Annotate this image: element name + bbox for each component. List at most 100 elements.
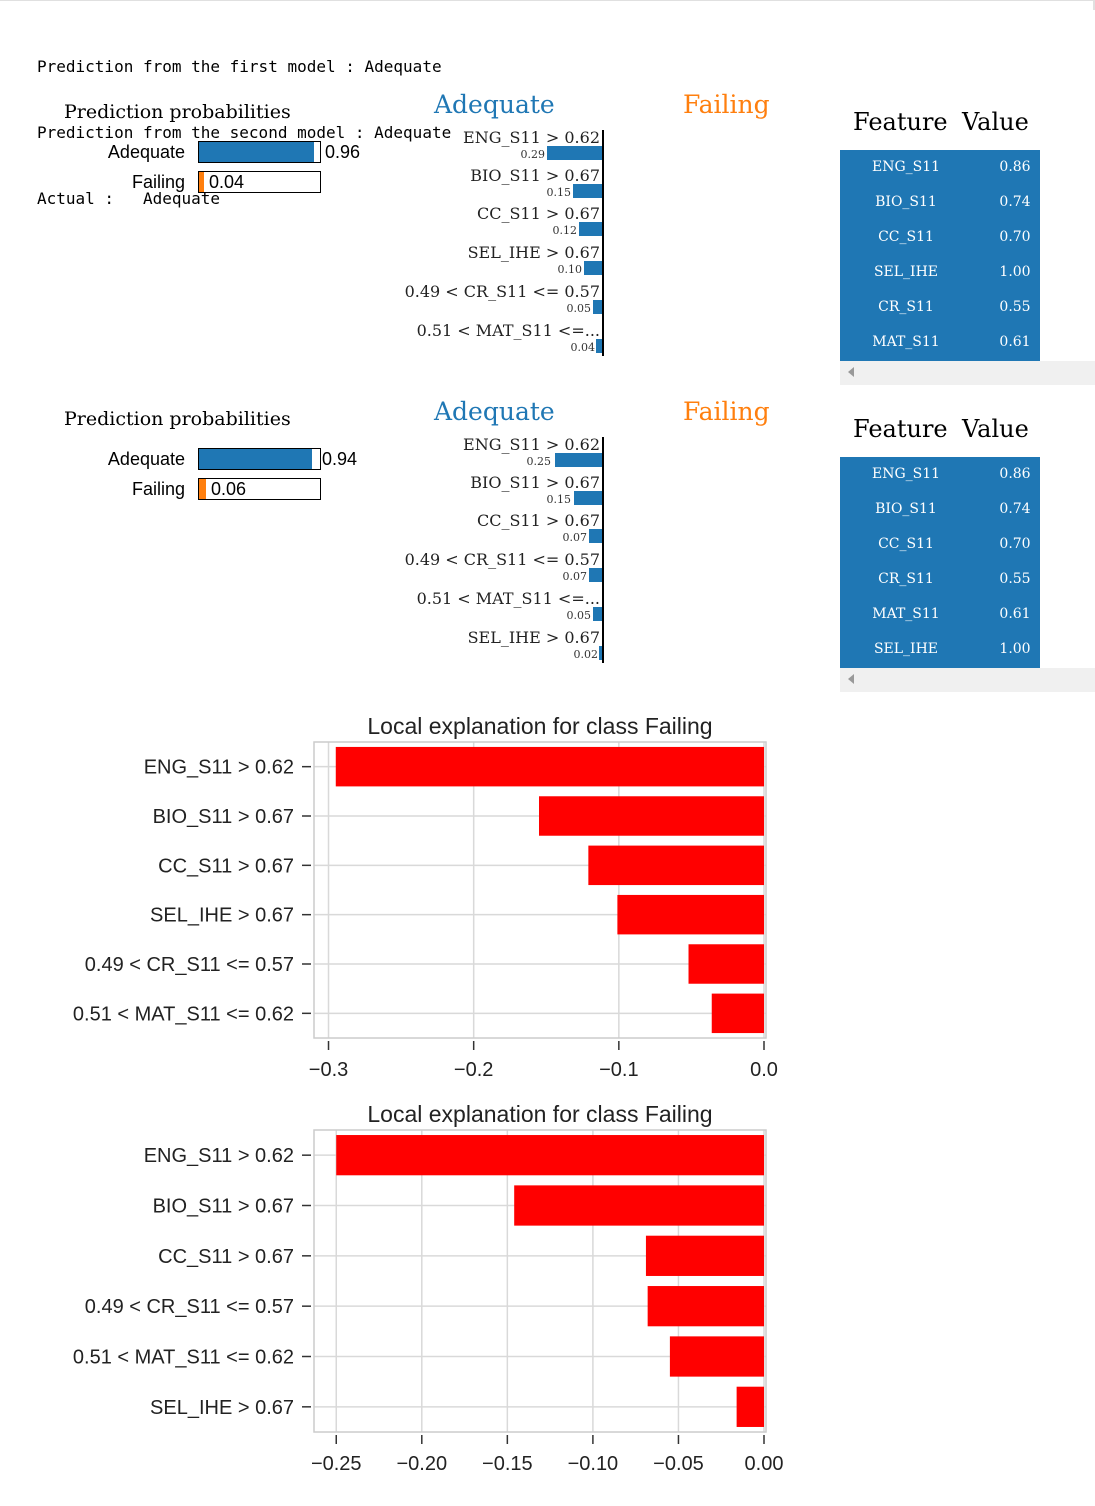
feature-bar — [555, 453, 602, 467]
table-cell-value: 0.70 — [999, 229, 1031, 245]
feature-label: SEL_IHE > 0.67 — [467, 628, 600, 647]
prob-title: Prediction probabilities — [64, 101, 291, 123]
table-cell-feature: ENG_S11 — [871, 159, 941, 175]
xtick-label: −0.15 — [482, 1453, 533, 1475]
prob-label: Adequate — [107, 449, 185, 469]
table-row: CR_S11 0.55 — [840, 290, 1040, 325]
feature-value: 0.25 — [526, 455, 552, 468]
ytick-label: BIO_S11 > 0.67 — [153, 1196, 294, 1218]
output-line: Actual : Adequate — [37, 189, 221, 208]
plot-frame — [313, 741, 767, 1039]
feature-label: 0.51 < MAT_S11 <=... — [416, 589, 600, 608]
bar — [711, 993, 764, 1034]
feature-value: 0.10 — [557, 263, 583, 276]
prob-fill — [199, 449, 312, 469]
prob-bar: 0.06 — [198, 478, 321, 500]
table-cell-feature: SEL_IHE — [873, 264, 939, 280]
feature-value: 0.07 — [562, 570, 588, 583]
table-cell-feature: MAT_S11 — [872, 606, 940, 622]
scroll-left-icon[interactable] — [848, 674, 854, 684]
feature-label: CC_S11 > 0.67 — [476, 204, 600, 223]
feature-label: 0.49 < CR_S11 <= 0.57 — [404, 550, 600, 569]
scroll-left-icon[interactable] — [848, 367, 854, 377]
bar — [647, 1286, 764, 1327]
xtick-label: −0.2 — [454, 1059, 493, 1081]
chart-title: Local explanation for class Failing — [367, 713, 712, 739]
table-header-feature: Feature — [853, 415, 948, 443]
bar — [514, 1185, 764, 1226]
table-row: BIO_S11 0.74 — [840, 185, 1040, 220]
table-header-value: Value — [962, 108, 1029, 136]
chart-title: Local explanation for class Failing — [367, 1104, 712, 1127]
table-cell-value: 0.86 — [999, 159, 1031, 175]
class-label-failing: Failing — [683, 90, 770, 119]
feature-label: SEL_IHE > 0.67 — [467, 243, 600, 262]
class-label-adequate: Adequate — [434, 90, 555, 119]
horizontal-scrollbar[interactable] — [840, 361, 1095, 385]
output-line: Prediction from the second model : Adequ… — [37, 123, 452, 142]
ytick-label: 0.51 < MAT_S11 <= 0.62 — [73, 1347, 294, 1369]
ytick-label: 0.49 < CR_S11 <= 0.57 — [85, 954, 294, 976]
horizontal-scrollbar[interactable] — [840, 668, 1095, 692]
ytick-label: SEL_IHE > 0.67 — [150, 905, 294, 927]
ytick-label: CC_S11 > 0.67 — [158, 855, 294, 877]
bar — [736, 1386, 764, 1427]
xtick-label: 0.0 — [750, 1059, 778, 1081]
bar — [539, 796, 764, 836]
feature-bar — [596, 339, 602, 353]
ytick-label: ENG_S11 > 0.62 — [144, 1145, 294, 1167]
plot-frame — [313, 1129, 767, 1433]
prob-label: Failing — [131, 479, 185, 499]
feature-value: 0.12 — [552, 224, 578, 237]
xtick-label: −0.20 — [396, 1453, 447, 1475]
prob-bar — [198, 448, 321, 470]
table-cell-feature: BIO_S11 — [875, 501, 937, 517]
lime-explanation-1: Prediction probabilities Adequate 0.96 F… — [0, 80, 1095, 385]
table-row: ENG_S11 0.86 — [840, 150, 1040, 185]
feature-value: 0.05 — [566, 609, 592, 622]
prob-value: 0.96 — [325, 142, 361, 162]
prob-label: Adequate — [107, 142, 185, 162]
local-explanation-chart-2: Local explanation for class Failing ENG_S… — [73, 1104, 784, 1475]
xtick-label: −0.05 — [653, 1453, 704, 1475]
feature-bar — [589, 568, 602, 582]
bar — [688, 944, 764, 984]
ytick-label: CC_S11 > 0.67 — [158, 1246, 294, 1268]
xtick-label: −0.3 — [309, 1059, 348, 1081]
feature-value-table: ENG_S11 0.86 BIO_S11 0.74 CC_S11 0.70 SEL_I… — [840, 150, 1040, 361]
prob-label: Failing — [131, 172, 185, 192]
bar — [645, 1235, 764, 1276]
prob-bar — [198, 141, 321, 163]
table-row: CR_S11 0.55 — [840, 562, 1040, 597]
feature-value: 0.15 — [546, 493, 572, 506]
table-cell-value: 1.00 — [999, 264, 1031, 280]
feature-label: CC_S11 > 0.67 — [476, 511, 600, 530]
table-row: SEL_IHE 1.00 — [840, 632, 1040, 667]
table-row: BIO_S11 0.74 — [840, 492, 1040, 527]
prob-value: 0.04 — [209, 172, 245, 192]
feature-label: 0.49 < CR_S11 <= 0.57 — [404, 282, 600, 301]
prob-title: Prediction probabilities — [64, 408, 291, 430]
xtick-label: −0.1 — [599, 1059, 638, 1081]
table-cell-value: 0.86 — [999, 466, 1031, 482]
output-line: Prediction from the first model : Adequa… — [37, 57, 442, 76]
feature-bar — [573, 184, 602, 198]
prob-value: 0.94 — [322, 449, 358, 469]
table-row: MAT_S11 0.61 — [840, 597, 1040, 632]
feature-value: 0.07 — [562, 531, 588, 544]
bar — [336, 1135, 764, 1176]
xtick-label: 0.00 — [745, 1453, 784, 1475]
prob-fill — [199, 142, 314, 162]
bar — [588, 845, 764, 886]
class-label-failing: Failing — [683, 397, 770, 426]
feature-value: 0.05 — [566, 302, 592, 315]
table-cell-feature: ENG_S11 — [871, 466, 941, 482]
table-row: CC_S11 0.70 — [840, 220, 1040, 255]
prob-fill — [199, 172, 204, 192]
bar — [669, 1336, 764, 1377]
feature-bar — [593, 607, 602, 621]
table-cell-value: 0.55 — [999, 571, 1031, 587]
bar — [335, 746, 764, 787]
table-cell-feature: MAT_S11 — [872, 334, 940, 350]
prob-fill — [199, 479, 207, 499]
